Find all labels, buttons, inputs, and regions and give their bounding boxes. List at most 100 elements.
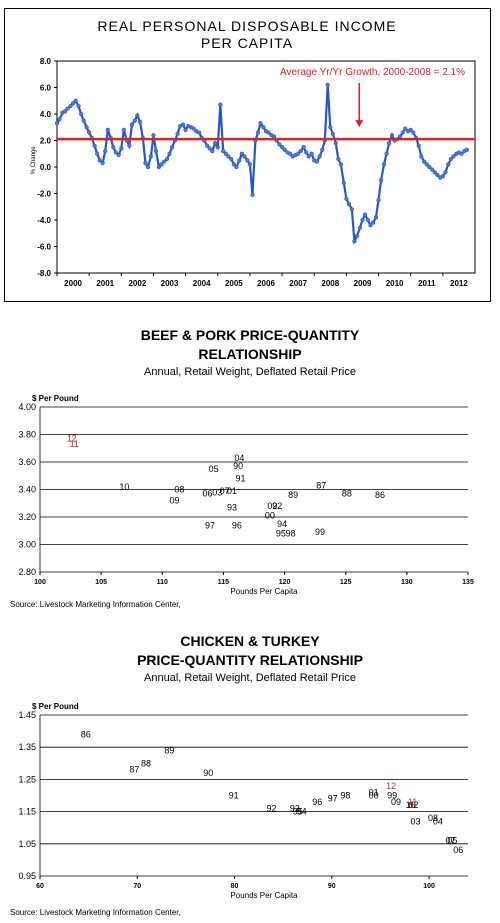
income-data-point: [213, 141, 218, 146]
data-point-label-88: 88: [342, 489, 352, 499]
income-data-point: [344, 196, 349, 201]
data-point-label-92: 92: [272, 501, 282, 511]
income-data-point: [62, 109, 68, 114]
income-data-point: [320, 147, 325, 152]
income-data-point: [336, 156, 341, 162]
income-data-point: [314, 159, 319, 164]
x-tick-label: 2011: [418, 279, 436, 288]
income-data-point: [57, 117, 62, 122]
y-tick-label: 1.45: [18, 710, 36, 720]
income-data-point: [148, 154, 153, 159]
y-tick-label: 1.05: [18, 839, 36, 849]
income-data-point: [218, 102, 223, 107]
y-tick-label: -4.0: [37, 216, 51, 225]
income-data-point: [352, 239, 357, 244]
y-tick-label: 0.0: [40, 163, 52, 172]
income-data-point: [387, 141, 392, 146]
income-series-line: [56, 84, 468, 246]
income-data-point: [389, 133, 395, 138]
y-tick-label: 1.35: [18, 742, 36, 752]
income-data-point: [97, 158, 102, 163]
data-point-label-98: 98: [340, 791, 350, 801]
income-data-point: [159, 162, 164, 167]
income-data-point: [333, 141, 338, 146]
annotation-arrow-head: [355, 120, 364, 128]
data-point-label-96: 96: [232, 520, 242, 530]
income-data-point: [231, 162, 236, 167]
income-data-point: [73, 98, 78, 103]
income-data-point: [304, 150, 309, 155]
chart-title-line: CHICKEN & TURKEY: [180, 633, 320, 649]
data-point-label-92: 92: [267, 803, 277, 813]
income-data-point: [365, 217, 371, 223]
income-data-point: [153, 149, 159, 154]
income-data-point: [443, 170, 448, 175]
income-data-point: [373, 215, 379, 220]
y-tick-label: -6.0: [37, 243, 51, 252]
data-point-label-98: 98: [286, 529, 296, 539]
data-point-label-94: 94: [297, 807, 307, 817]
chart-title-line: PER CAPITA: [201, 35, 293, 51]
income-data-point: [250, 192, 255, 197]
y-tick-label: 2.80: [18, 567, 36, 577]
x-tick-label: 120: [279, 579, 291, 586]
income-data-point: [223, 151, 228, 156]
income-data-point: [411, 130, 416, 135]
income-data-point: [354, 233, 360, 238]
income-data-point: [156, 164, 162, 170]
income-data-point: [129, 122, 135, 127]
income-data-point: [430, 167, 435, 172]
income-data-point: [95, 151, 100, 156]
x-tick-label: 2006: [257, 279, 275, 288]
y-tick-label: 1.15: [18, 807, 36, 817]
data-point-label-87: 87: [129, 765, 139, 775]
income-data-point: [127, 143, 132, 148]
x-axis-label: Pounds Per Capita: [230, 891, 298, 900]
x-tick-label: 110: [157, 579, 168, 586]
income-data-point: [237, 158, 242, 163]
x-tick-label: 100: [34, 579, 46, 586]
income-data-point: [416, 143, 421, 148]
income-data-point: [362, 212, 368, 217]
x-tick-label: 60: [36, 883, 44, 890]
income-data-point: [76, 103, 81, 109]
data-point-label-95: 95: [276, 529, 286, 539]
income-data-point: [282, 147, 287, 152]
income-data-point: [167, 151, 172, 156]
income-data-point: [226, 154, 231, 159]
income-data-point: [175, 131, 180, 136]
income-data-point: [79, 111, 84, 117]
income-chart-panel: REAL PERSONAL DISPOSABLE INCOME PER CAPIT…: [4, 8, 491, 302]
income-data-point: [191, 126, 196, 131]
income-data-point: [419, 154, 424, 159]
income-data-point: [422, 159, 427, 164]
income-data-point: [357, 225, 362, 231]
income-data-point: [451, 154, 456, 159]
data-point-label-12: 12: [67, 434, 77, 444]
x-axis-label: Pounds Per Capita: [230, 587, 298, 596]
data-point-label-06: 06: [453, 845, 463, 855]
data-point-label-00: 00: [265, 511, 275, 521]
income-data-point: [279, 145, 285, 150]
data-point-label-06: 06: [203, 489, 213, 499]
income-data-point: [239, 151, 244, 156]
income-data-point: [170, 145, 175, 150]
data-point-label-11: 11: [408, 797, 417, 807]
y-axis-label: % Change: [31, 146, 37, 175]
income-data-point: [70, 101, 76, 106]
y-axis-label: $ Per Pound: [32, 702, 79, 711]
data-point-label-10: 10: [406, 800, 416, 810]
income-data-point: [245, 158, 250, 163]
income-data-point: [446, 162, 451, 167]
data-point-label-91: 91: [229, 791, 239, 801]
x-tick-label: 90: [328, 883, 336, 890]
data-point-label-91: 91: [236, 474, 246, 484]
income-data-point: [381, 162, 387, 167]
data-point-label-99: 99: [387, 791, 397, 801]
data-point-label-01: 01: [227, 486, 237, 496]
data-point-label-00: 00: [369, 791, 379, 801]
data-point-label-10: 10: [119, 482, 129, 492]
income-data-point: [137, 119, 143, 125]
income-data-point: [464, 147, 470, 152]
y-tick-label: 3.40: [18, 485, 36, 495]
